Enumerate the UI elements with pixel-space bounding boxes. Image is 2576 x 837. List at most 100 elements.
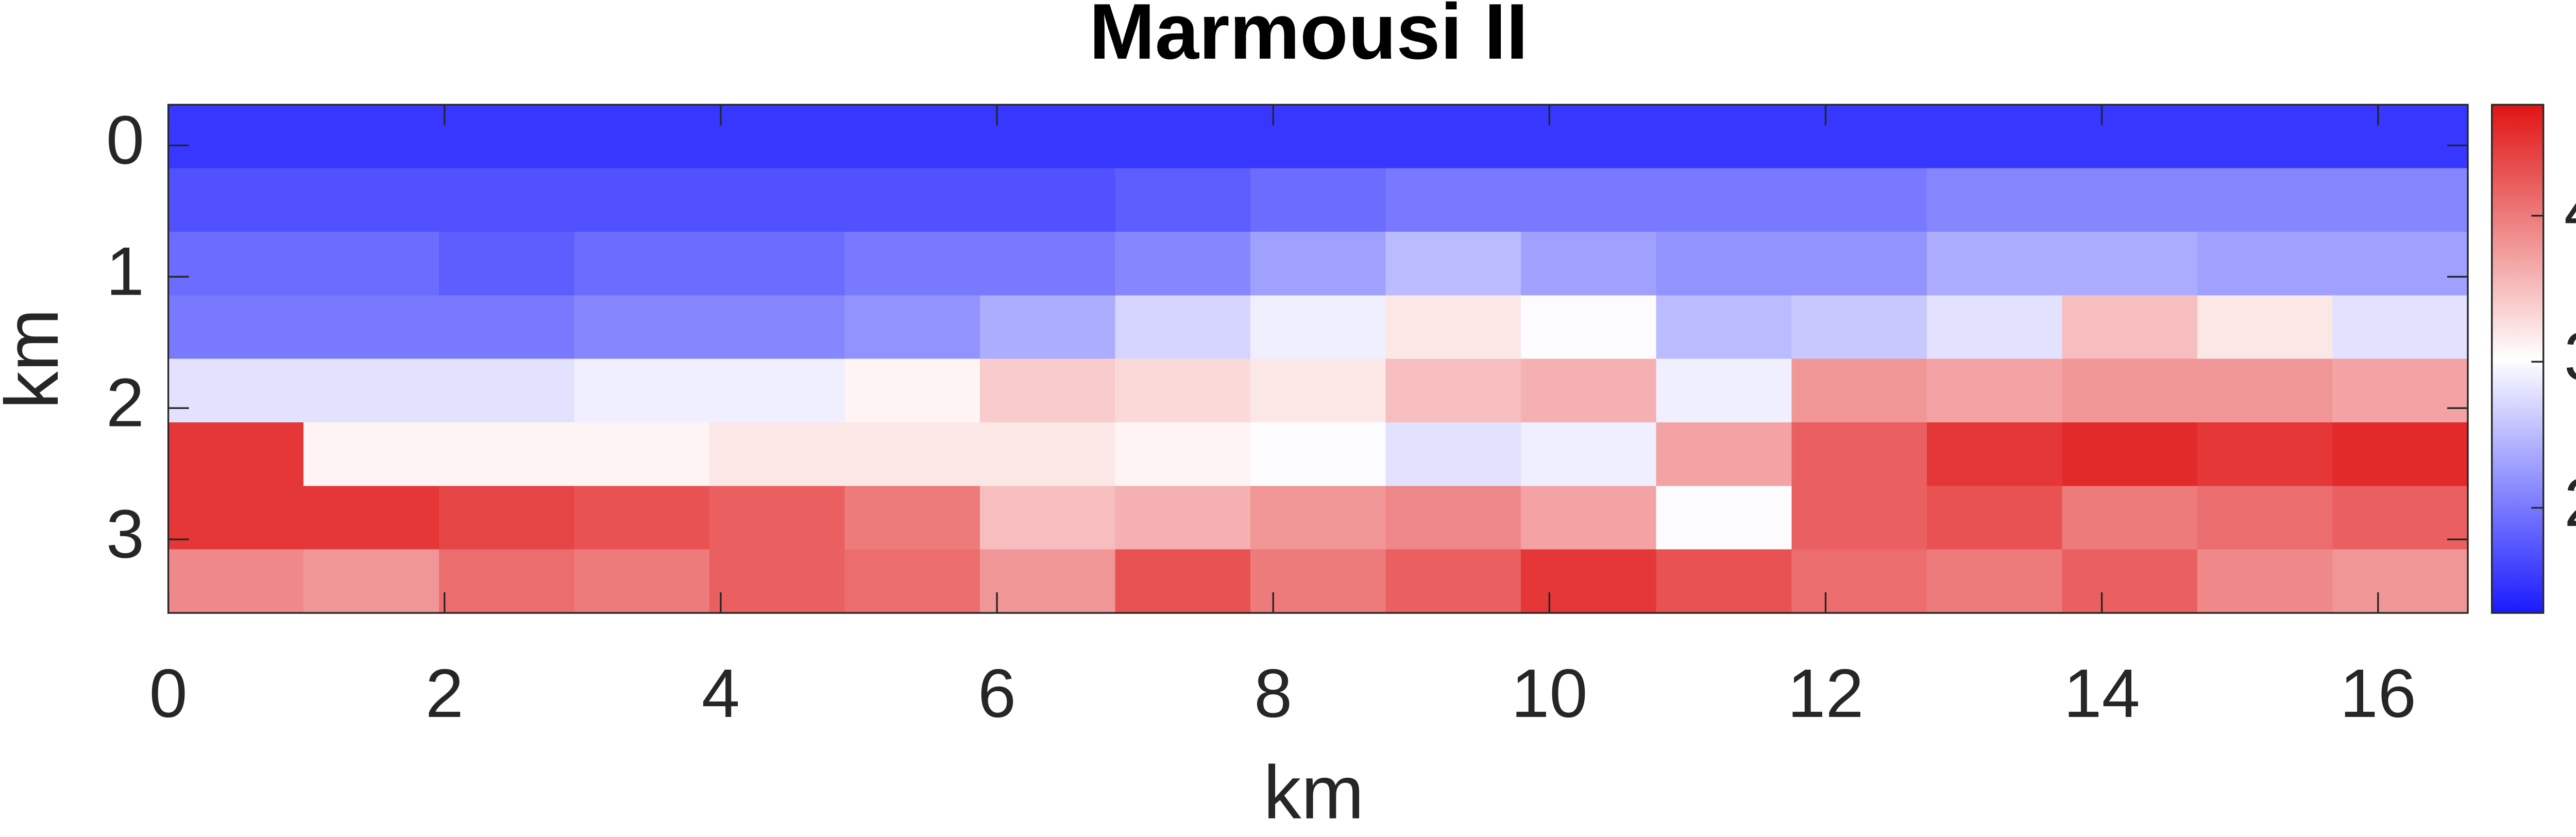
heatmap-cell <box>1926 358 2063 423</box>
heatmap-cell <box>1115 486 1251 551</box>
heatmap-cell <box>1385 422 1522 487</box>
heatmap-cell <box>168 232 304 296</box>
heatmap-cell <box>2062 549 2198 614</box>
x-axis-label: km <box>1263 750 1364 835</box>
heatmap-cell <box>1115 358 1251 423</box>
heatmap-cell <box>709 168 846 233</box>
heatmap-cell <box>709 549 846 614</box>
heatmap-cell <box>303 232 440 296</box>
x-tick-label: 8 <box>1254 655 1292 732</box>
heatmap-cell <box>979 486 1116 551</box>
heatmap-cell <box>168 168 304 233</box>
heatmap-cell <box>1521 486 1657 551</box>
heatmap-cell <box>709 358 846 423</box>
heatmap-cell <box>1250 486 1387 551</box>
heatmap-cell <box>2197 486 2334 551</box>
heatmap-cell <box>1926 232 2063 296</box>
heatmap-cell <box>979 105 1116 169</box>
heatmap-cell <box>2197 422 2334 487</box>
heatmap-cell <box>2062 422 2198 487</box>
heatmap-cell <box>1656 168 1792 233</box>
heatmap-cell <box>2062 486 2198 551</box>
heatmap-cell <box>709 232 846 296</box>
heatmap-cell <box>1656 422 1792 487</box>
plot-frame <box>167 104 2469 614</box>
heatmap-cell <box>438 549 575 614</box>
heatmap-cell <box>1385 549 1522 614</box>
heatmap-cell <box>1385 486 1522 551</box>
heatmap-cell <box>2197 168 2334 233</box>
y-tick-label: 2 <box>106 364 144 441</box>
heatmap-cell <box>2332 358 2469 423</box>
heatmap-cell <box>1250 295 1387 360</box>
heatmap-cell <box>1656 486 1792 551</box>
chart-title: Marmousi II <box>1089 0 1528 76</box>
heatmap-cell <box>1791 422 1928 487</box>
heatmap-cell <box>438 105 575 169</box>
heatmap-cell <box>438 232 575 296</box>
colorbar <box>2491 104 2545 614</box>
heatmap-cell <box>303 105 440 169</box>
heatmap-cell <box>1656 105 1792 169</box>
colorbar-tick-label: 2 <box>2564 464 2576 541</box>
heatmap-cell <box>1385 105 1522 169</box>
heatmap-cell <box>168 549 304 614</box>
heatmap-cell <box>1656 295 1792 360</box>
heatmap-cell <box>1521 232 1657 296</box>
heatmap-cell <box>1791 168 1928 233</box>
heatmap-cell <box>1250 549 1387 614</box>
heatmap-cell <box>844 232 981 296</box>
heatmap-cell <box>2062 295 2198 360</box>
y-axis-label: km <box>0 309 74 409</box>
heatmap-cell <box>1385 232 1522 296</box>
y-tick-label: 0 <box>106 102 144 179</box>
heatmap-cell <box>303 168 440 233</box>
heatmap-cell <box>979 295 1116 360</box>
x-tick-label: 4 <box>702 655 740 732</box>
heatmap-cell <box>1250 168 1387 233</box>
heatmap-cell <box>844 358 981 423</box>
colorbar-tick-label: 3 <box>2564 318 2576 395</box>
heatmap-cell <box>2332 105 2469 169</box>
heatmap-cell <box>2332 232 2469 296</box>
heatmap-cell <box>1385 295 1522 360</box>
heatmap-cell <box>844 105 981 169</box>
x-tick-label: 2 <box>426 655 464 732</box>
heatmap-cell <box>168 295 304 360</box>
heatmap-cell <box>709 105 846 169</box>
heatmap-cell <box>574 422 710 487</box>
heatmap-cell <box>2332 422 2469 487</box>
heatmap-cell <box>303 486 440 551</box>
heatmap-cell <box>1926 295 2063 360</box>
heatmap-cell <box>1385 358 1522 423</box>
heatmap-cell <box>303 295 440 360</box>
heatmap-cell <box>844 486 981 551</box>
heatmap-cell <box>303 549 440 614</box>
heatmap-cell <box>2197 549 2334 614</box>
heatmap-cell <box>438 358 575 423</box>
heatmap-cell <box>1250 232 1387 296</box>
heatmap-cell <box>438 168 575 233</box>
heatmap-cell <box>1115 105 1251 169</box>
x-tick-label: 16 <box>2340 655 2416 732</box>
heatmap-cell <box>303 422 440 487</box>
heatmap-cell <box>2062 358 2198 423</box>
heatmap-cell <box>1250 105 1387 169</box>
heatmap-cell <box>1521 422 1657 487</box>
x-tick-label: 6 <box>978 655 1016 732</box>
heatmap-cell <box>438 486 575 551</box>
heatmap-cell <box>1656 549 1792 614</box>
heatmap-cell <box>1115 422 1251 487</box>
heatmap-cell <box>574 232 710 296</box>
heatmap-cell <box>168 105 304 169</box>
heatmap-cell <box>574 168 710 233</box>
heatmap-cell <box>1115 549 1251 614</box>
heatmap-cell <box>844 168 981 233</box>
heatmap-cell <box>303 358 440 423</box>
heatmap-cell <box>574 105 710 169</box>
heatmap-cell <box>168 422 304 487</box>
heatmap-cell <box>1521 295 1657 360</box>
heatmap-cell <box>1791 295 1928 360</box>
heatmap-cell <box>979 168 1116 233</box>
